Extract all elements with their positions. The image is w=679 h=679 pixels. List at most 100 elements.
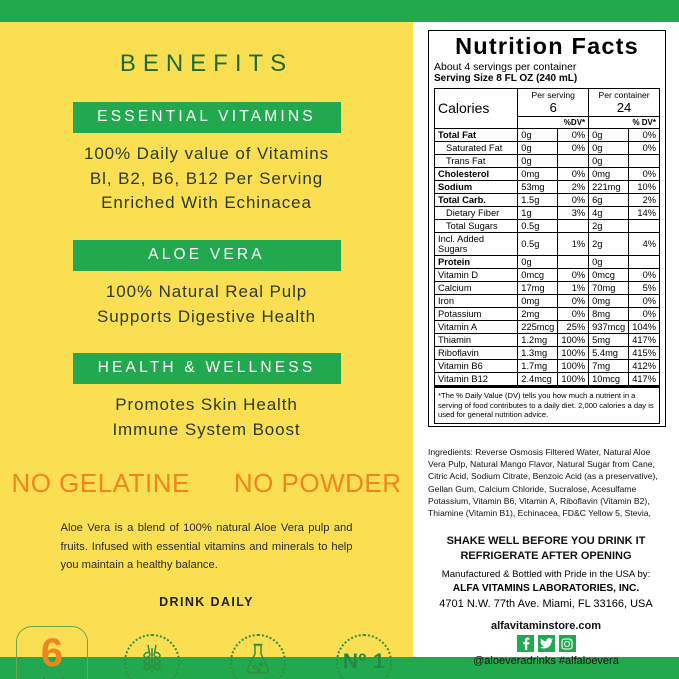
nutrient-per-container: 0g [588, 127, 630, 142]
table-row: Sodium 53mg 2% 221mg 10% [433, 179, 660, 194]
table-row: Saturated Fat 0g 0% 0g 0% [433, 140, 660, 155]
nutrient-per-serving-dv: 100% [557, 332, 590, 347]
calorie-badge: 6 Calories PER SERVING [16, 625, 88, 679]
nutrient-name: Vitamin D [433, 267, 519, 282]
nutrient-per-serving: 0g [517, 254, 559, 269]
benefit-line: Enriched With Echinacea [101, 193, 312, 213]
table-row: Incl. Added Sugars 0.5g 1% 2g 4% [433, 231, 660, 256]
table-row: Total Carb. 1.5g 0% 6g 2% [433, 192, 660, 207]
nutrient-per-serving-dv: 100% [557, 358, 590, 373]
badge-gluten: GLUTEN [110, 633, 194, 679]
benefit-heading: ESSENTIAL VITAMINS [72, 102, 341, 133]
nutrient-per-container-dv: 2% [628, 192, 660, 207]
nutrient-per-container: 0mcg [588, 267, 630, 282]
benefit-line: 100% Natural Real Pulp [105, 281, 308, 301]
table-row: Potassium 2mg 0% 8mg 0% [433, 306, 660, 321]
instagram-icon[interactable] [558, 635, 576, 652]
nutrient-per-serving-dv: 25% [557, 319, 590, 334]
table-row: Vitamin B6 1.7mg 100% 7mg 412% [433, 358, 660, 373]
nutrient-per-serving: 53mg [517, 179, 559, 194]
nutrient-per-container: 0g [588, 254, 630, 269]
badge-circle [230, 633, 286, 679]
nutrient-per-container: 0mg [588, 166, 630, 181]
badge-gmo: G M O [216, 633, 300, 679]
nutrient-per-container-dv: 412% [628, 358, 660, 373]
nutrient-per-container-dv: 10% [628, 179, 660, 194]
claim-no-powder: NO POWDER [233, 468, 402, 499]
nutrient-per-serving: 225mcg [517, 319, 559, 334]
table-header-row: Calories Per serving 6 Per container 24 [433, 87, 660, 129]
nutrient-per-serving-dv: 1% [557, 280, 590, 295]
nutrient-name: Trans Fat [433, 153, 519, 168]
nutrient-per-serving: 1.3mg [517, 345, 559, 360]
nutrient-per-container: 0g [588, 140, 630, 155]
nutrient-per-serving: 0g [517, 127, 559, 142]
website-link[interactable]: alfavitaminstore.com [490, 620, 602, 632]
facebook-icon[interactable] [516, 635, 534, 652]
nutrient-per-container-dv: 417% [628, 371, 660, 386]
instruction-line-2: REFRIGERATE AFTER OPENING [460, 550, 632, 563]
nutrient-per-container: 2g [588, 218, 630, 233]
benefit-heading: ALOE VERA [72, 239, 341, 271]
badge-circle: Nº 1 [336, 633, 392, 679]
benefit-line: Supports Digestive Health [96, 306, 317, 326]
instruction-line-1: SHAKE WELL BEFORE YOU DRINK IT [446, 535, 646, 547]
table-row: Thiamin 1.2mg 100% 5mg 417% [433, 332, 660, 347]
benefit-section-aloe-vera: ALOE VERA 100% Natural Real Pulp Support… [0, 239, 413, 329]
badge-circle [124, 633, 180, 679]
nutrient-per-serving-dv: 100% [557, 345, 590, 360]
nutrient-per-serving: 0g [517, 153, 559, 168]
benefit-body: 100% Daily value of Vitamins Bl, B2, B6,… [0, 142, 413, 216]
nutrient-per-container-dv: 0% [628, 306, 660, 321]
nutrient-per-serving: 2.4mcg [517, 371, 559, 386]
calorie-number: 6 [40, 631, 64, 676]
nutrient-per-container: 937mcg [588, 319, 630, 334]
nutrient-per-serving: 0.5g [517, 231, 559, 256]
manufacturer-address: 4701 N.W. 77th Ave. Miami, FL 33166, USA [439, 597, 653, 610]
drink-daily-text: DRINK DAILY [159, 594, 254, 609]
manufacturer-name: ALFA VITAMINS LABORATORIES, INC. [452, 582, 640, 594]
nutrition-facts-box: Nutrition Facts About 4 servings per con… [428, 30, 666, 428]
benefit-body: Promotes Skin Health Immune System Boost [0, 393, 413, 442]
badges-row: 6 Calories PER SERVING [0, 625, 413, 679]
nutrient-per-container-dv: 415% [628, 345, 660, 360]
table-row: Protein 0g 0g [433, 254, 660, 269]
top-green-bar [0, 0, 679, 22]
nutrient-name: Sodium [433, 179, 519, 194]
twitter-icon[interactable] [537, 635, 555, 652]
ingredients-text: Ingredients: Reverse Osmosis Filtered Wa… [428, 447, 658, 519]
nutrient-per-serving: 0g [517, 140, 559, 155]
nutrient-name: Total Carb. [433, 192, 519, 207]
nutrient-name: Potassium [433, 306, 519, 321]
wheat-icon [137, 642, 167, 679]
nutrient-per-serving-dv [557, 218, 590, 233]
table-row: Cholesterol 0mg 0% 0mg 0% [433, 166, 660, 181]
nutrient-per-serving-dv: 0% [557, 127, 590, 142]
nutrient-per-container-dv: 4% [628, 231, 660, 256]
nutrient-per-serving-dv [557, 254, 590, 269]
badge-satisfaction: Nº 1 SATISFACTION [322, 633, 406, 679]
nutrient-name: Thiamin [433, 332, 519, 347]
nutrient-per-serving-dv: 0% [557, 293, 590, 308]
nutrient-per-container-dv: 0% [628, 293, 660, 308]
nutrient-per-serving: 1.2mg [517, 332, 559, 347]
table-row: Riboflavin 1.3mg 100% 5.4mg 415% [433, 345, 660, 360]
benefit-line: Immune System Boost [112, 419, 301, 439]
nutrient-per-serving: 0.5g [517, 218, 559, 233]
nutrient-per-container: 6g [588, 192, 630, 207]
nutrient-per-serving: 17mg [517, 280, 559, 295]
table-row: Total Fat 0g 0% 0g 0% [433, 127, 660, 142]
product-description: Aloe Vera is a blend of 100% natural Alo… [60, 522, 353, 572]
nutrient-per-container: 70mg [588, 280, 630, 295]
social-handles: @aloeveradrinks #alfaloevera [473, 655, 619, 667]
benefit-line: 100% Daily value of Vitamins [83, 144, 330, 163]
benefits-panel: BENEFITS ESSENTIAL VITAMINS 100% Daily v… [0, 22, 413, 679]
nutrient-per-serving: 2mg [517, 306, 559, 321]
table-row: Iron 0mg 0% 0mg 0% [433, 293, 660, 308]
nutrient-name: Total Sugars [433, 218, 519, 233]
nutrient-per-serving-dv: 0% [557, 140, 590, 155]
nutrient-per-serving-dv: 100% [557, 371, 590, 386]
page-title: BENEFITS [119, 50, 294, 77]
nutrient-per-serving-dv: 0% [557, 192, 590, 207]
nutrient-per-container-dv: 0% [628, 140, 660, 155]
